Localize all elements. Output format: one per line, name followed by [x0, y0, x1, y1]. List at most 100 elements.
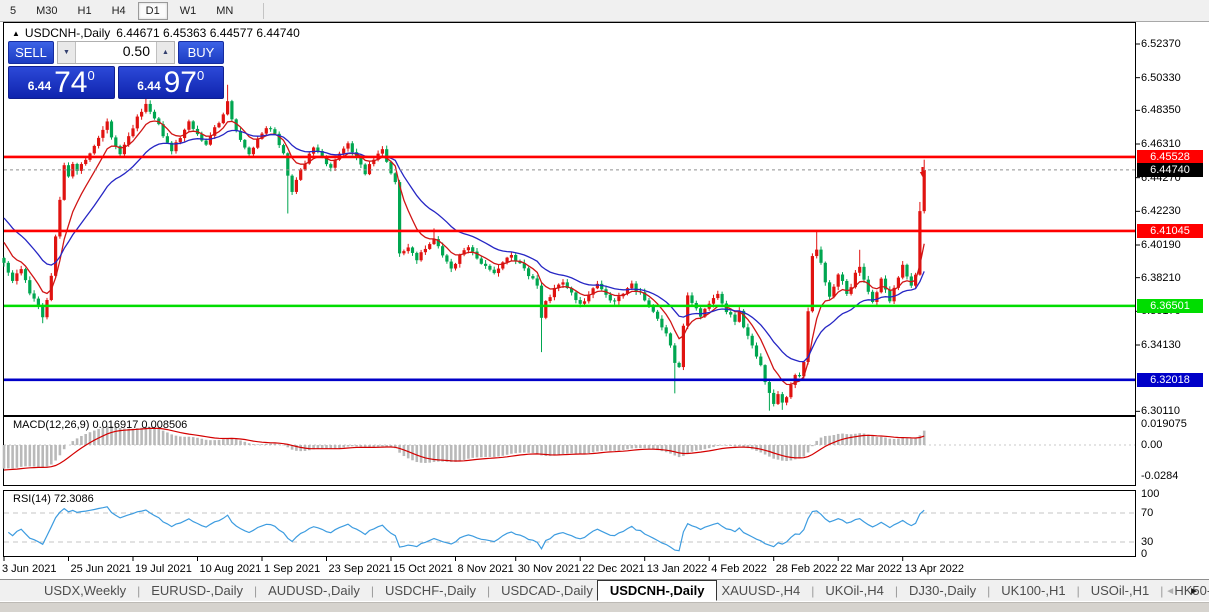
price-tick-label: 6.30110 — [1141, 405, 1180, 418]
macd-tick-label: -0.0284 — [1141, 470, 1179, 483]
horizontal-level-lines[interactable] — [4, 155, 1135, 382]
timeframe-button-m30[interactable]: M30 — [36, 4, 58, 17]
tab-usdchf-daily[interactable]: USDCHF-,Daily — [384, 583, 476, 598]
price-tick-label: 6.46310 — [1141, 138, 1181, 150]
buy-price-point: 0 — [197, 68, 205, 83]
timeframe-button-h4[interactable]: H4 — [111, 4, 126, 17]
tab-separator: | — [1076, 583, 1080, 598]
buy-button[interactable]: BUY — [178, 41, 224, 64]
date-tick-label: 22 Dec 2021 — [582, 563, 645, 575]
date-tick-label: 4 Feb 2022 — [711, 563, 767, 575]
price-arrow-icon — [919, 167, 926, 177]
sell-price-prefix: 6.44 — [27, 79, 52, 93]
tab-separator: | — [811, 583, 815, 598]
ma-line — [3, 129, 925, 363]
macd-pane — [3, 416, 1136, 486]
tab-separator: | — [253, 583, 258, 598]
date-tick-label: 28 Feb 2022 — [775, 563, 838, 575]
price-tick-label: 6.50330 — [1141, 71, 1181, 84]
symbol-period-label: USDCNH-,Daily — [24, 26, 111, 40]
price-tick-label: 6.38210 — [1141, 271, 1181, 284]
tab-uk100-h1[interactable]: UK100-,H1 — [1001, 583, 1066, 598]
tab-scroll-right-icon[interactable]: ► — [1189, 585, 1199, 597]
volume-increase-icon[interactable]: ▲ — [157, 42, 174, 63]
date-tick-label: 3 Jun 2021 — [2, 563, 57, 575]
tab-hk50-h1[interactable]: HK50-,H1 — [1174, 583, 1209, 598]
tab-separator: | — [894, 583, 898, 598]
rsi-line — [7, 506, 925, 552]
rsi-tick-label: 0 — [1141, 548, 1148, 560]
price-tick-label: 6.40190 — [1141, 239, 1181, 251]
rsi-tick-label: 30 — [1141, 536, 1154, 548]
timeframe-toolbar: 5 M30 H1 H4 D1 W1 MN — [0, 0, 1209, 22]
date-tick-label: 13 Apr 2022 — [904, 563, 965, 575]
rsi-tick-label: 100 — [1141, 488, 1160, 500]
tab-separator: | — [486, 583, 491, 598]
level-price-label: 6.36501 — [1137, 298, 1203, 313]
date-tick-label: 10 Aug 2021 — [199, 563, 262, 575]
timeframe-button-w1[interactable]: W1 — [179, 4, 197, 17]
macd-tick-label: 0.00 — [1141, 439, 1163, 451]
ma-line — [3, 120, 925, 386]
macd-tick-label: 0.019075 — [1141, 418, 1187, 431]
volume-input[interactable]: 0.50 — [75, 42, 157, 63]
buy-price-pips: 97 — [163, 66, 197, 99]
chart-tab-bar: USDX,Weekly | EURUSD-,Daily | AUDUSD-,Daily |… — [0, 579, 1209, 601]
date-tick-label: 30 Nov 2021 — [517, 563, 581, 575]
tab-xauusd-h4[interactable]: XAUUSD-,H4 — [721, 583, 801, 598]
price-tick-label: 6.42230 — [1141, 205, 1181, 218]
date-tick-label: 23 Sep 2021 — [328, 563, 391, 575]
tab-usdcnh-daily[interactable]: USDCNH-,Daily — [596, 580, 718, 601]
buy-price-prefix: 6.44 — [137, 79, 161, 93]
volume-decrease-icon[interactable]: ▼ — [58, 42, 75, 63]
rsi-pane — [3, 490, 1136, 557]
tab-separator: | — [370, 583, 374, 598]
ohlc-values: 6.44671 6.45363 6.44577 6.44740 — [116, 26, 300, 40]
rsi-tick-label: 70 — [1141, 507, 1154, 519]
date-tick-label: 15 Oct 2021 — [393, 563, 453, 575]
date-tick-label: 22 Mar 2022 — [840, 563, 902, 575]
date-tick-label: 8 Nov 2021 — [457, 563, 514, 575]
timeframe-button-h1[interactable]: H1 — [77, 4, 92, 17]
chart-title: ▲ USDCNH-,Daily 6.44671 6.45363 6.44577 6.… — [12, 26, 300, 40]
tab-usdx-weekly[interactable]: USDX,Weekly — [44, 583, 127, 598]
tab-audusd-daily[interactable]: AUDUSD-,Daily — [268, 583, 360, 598]
sell-price-point: 0 — [87, 68, 95, 83]
timeframe-button-mn[interactable]: MN — [216, 4, 234, 17]
price-tick-label: 6.34130 — [1141, 339, 1181, 351]
date-tick-label: 25 Jun 2021 — [70, 563, 132, 575]
date-tick-label: 19 Jul 2021 — [135, 563, 192, 575]
timeframe-button-5[interactable]: 5 — [10, 4, 17, 17]
one-click-trading-panel: SELL ▼ 0.50 ▲ BUY 6.44 74 0 6.44 97 0 — [8, 41, 224, 99]
tab-usdcad-daily[interactable]: USDCAD-,Daily — [501, 583, 593, 598]
tab-ukoil-h4[interactable]: UKOil-,H4 — [825, 583, 884, 598]
level-price-label: 6.32018 — [1137, 372, 1203, 387]
macd-signal-line — [3, 427, 925, 471]
tab-dj30-daily[interactable]: DJ30-,Daily — [908, 583, 977, 598]
rsi-indicator-label: RSI(14) 72.3086 — [13, 493, 94, 505]
buy-price-display[interactable]: 6.44 97 0 — [117, 66, 224, 99]
tab-scroll-left-icon[interactable]: ◄ — [1165, 585, 1176, 597]
timeframe-button-d1[interactable]: D1 — [137, 1, 168, 20]
level-price-label: 6.45528 — [1137, 149, 1203, 164]
tab-usoil-h1[interactable]: USOil-,H1 — [1090, 583, 1150, 598]
sell-button[interactable]: SELL — [8, 41, 54, 64]
bid-price-label: 6.44740 — [1137, 162, 1203, 177]
price-tick-label: 6.48350 — [1141, 104, 1181, 117]
window-bottom-strip — [0, 602, 1209, 612]
tab-eurusd-daily[interactable]: EURUSD-,Daily — [151, 583, 243, 598]
date-tick-label: 13 Jan 2022 — [646, 563, 708, 575]
sell-price-display[interactable]: 6.44 74 0 — [8, 66, 115, 99]
macd-indicator-label: MACD(12,26,9) 0.016917 0.008506 — [13, 419, 188, 431]
level-price-label: 6.41045 — [1137, 223, 1203, 238]
volume-stepper: ▼ 0.50 ▲ — [57, 41, 175, 64]
tab-separator: | — [1160, 583, 1164, 598]
toolbar-separator — [263, 2, 265, 19]
tab-separator: | — [987, 583, 991, 598]
tab-separator: | — [137, 583, 141, 598]
date-tick-label: 1 Sep 2021 — [264, 563, 321, 575]
collapse-trade-panel-icon[interactable]: ▲ — [12, 29, 20, 38]
price-tick-label: 6.52370 — [1141, 38, 1181, 50]
